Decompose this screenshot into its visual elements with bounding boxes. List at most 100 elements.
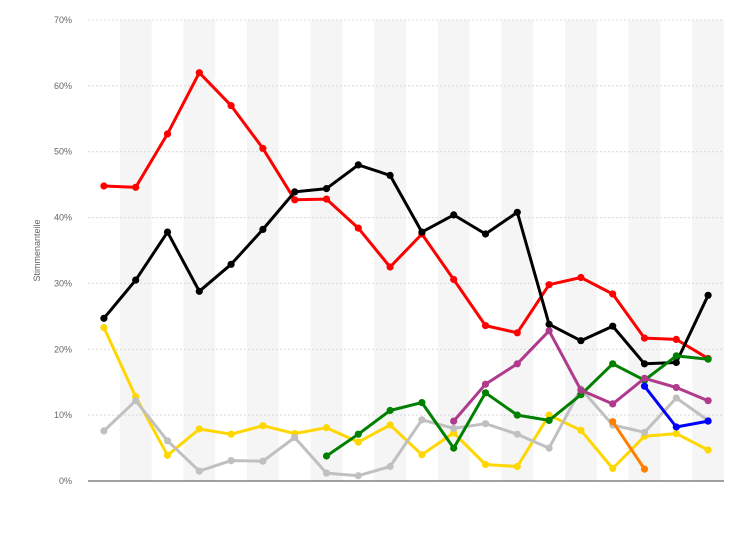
data-point[interactable] [259, 422, 267, 430]
data-point[interactable] [227, 457, 235, 465]
data-point[interactable] [386, 406, 394, 415]
data-point[interactable] [672, 430, 680, 438]
data-point[interactable] [195, 467, 203, 475]
data-point[interactable] [386, 171, 394, 179]
data-point[interactable] [513, 430, 521, 438]
data-point[interactable] [291, 433, 299, 442]
data-point[interactable] [609, 400, 617, 408]
data-point[interactable] [704, 446, 712, 454]
data-point[interactable] [100, 314, 108, 322]
data-point[interactable] [100, 427, 108, 435]
data-point[interactable] [609, 322, 617, 330]
data-point[interactable] [577, 337, 585, 345]
data-point[interactable] [640, 334, 649, 342]
data-point[interactable] [481, 389, 490, 397]
data-point[interactable] [322, 452, 331, 460]
y-tick-label: 50% [54, 147, 72, 157]
data-point[interactable] [418, 416, 426, 424]
data-point[interactable] [672, 423, 680, 431]
data-point[interactable] [545, 327, 553, 335]
series [450, 327, 712, 425]
data-point[interactable] [322, 185, 331, 193]
data-point[interactable] [545, 320, 553, 328]
column-band [374, 20, 406, 481]
data-point[interactable] [163, 451, 172, 459]
data-point[interactable] [704, 417, 712, 425]
data-point[interactable] [418, 451, 426, 459]
data-point[interactable] [227, 430, 235, 438]
data-point[interactable] [450, 424, 458, 432]
data-point[interactable] [545, 416, 553, 424]
data-point[interactable] [227, 260, 235, 268]
data-point[interactable] [450, 417, 458, 425]
data-point[interactable] [132, 276, 140, 284]
data-point[interactable] [354, 472, 362, 480]
data-point[interactable] [513, 411, 521, 419]
column-band [628, 20, 661, 481]
data-point[interactable] [195, 287, 203, 295]
data-point[interactable] [163, 437, 172, 445]
data-point[interactable] [322, 469, 331, 477]
data-point[interactable] [195, 69, 203, 77]
data-point[interactable] [545, 411, 553, 419]
data-point[interactable] [577, 273, 585, 282]
data-point[interactable] [163, 130, 172, 138]
data-point[interactable] [481, 230, 490, 238]
data-point[interactable] [354, 161, 362, 169]
data-point[interactable] [386, 421, 394, 429]
data-point[interactable] [386, 263, 394, 271]
data-point[interactable] [354, 430, 362, 438]
data-point[interactable] [609, 418, 617, 426]
data-point[interactable] [704, 397, 712, 405]
data-point[interactable] [609, 290, 617, 298]
data-point[interactable] [577, 386, 585, 394]
data-point[interactable] [322, 195, 331, 203]
data-point[interactable] [672, 335, 680, 343]
data-point[interactable] [450, 275, 458, 284]
data-point[interactable] [481, 460, 490, 469]
data-point[interactable] [354, 224, 362, 232]
data-point[interactable] [609, 464, 617, 473]
data-point[interactable] [672, 352, 680, 360]
data-point[interactable] [513, 208, 521, 216]
data-point[interactable] [545, 444, 553, 452]
data-point[interactable] [672, 394, 680, 402]
data-point[interactable] [450, 211, 458, 219]
data-point[interactable] [513, 462, 521, 471]
data-point[interactable] [640, 382, 649, 390]
data-point[interactable] [545, 281, 553, 289]
data-point[interactable] [291, 188, 299, 196]
data-point[interactable] [132, 397, 140, 405]
data-point[interactable] [195, 425, 203, 433]
data-point[interactable] [640, 374, 649, 382]
data-point[interactable] [100, 324, 108, 332]
data-point[interactable] [132, 183, 140, 191]
data-point[interactable] [259, 457, 267, 465]
data-point[interactable] [322, 424, 331, 432]
data-point[interactable] [704, 291, 712, 299]
data-point[interactable] [640, 360, 649, 368]
data-point[interactable] [609, 360, 617, 368]
data-point[interactable] [577, 426, 585, 434]
data-point[interactable] [481, 420, 490, 428]
data-point[interactable] [672, 383, 680, 392]
data-point[interactable] [259, 225, 267, 233]
data-point[interactable] [100, 182, 108, 190]
data-point[interactable] [704, 355, 712, 363]
data-point[interactable] [640, 465, 649, 473]
data-point[interactable] [354, 438, 362, 446]
data-point[interactable] [163, 228, 172, 236]
data-point[interactable] [291, 196, 299, 204]
data-point[interactable] [418, 399, 426, 407]
data-point[interactable] [513, 329, 521, 337]
data-point[interactable] [450, 444, 458, 452]
data-point[interactable] [481, 380, 490, 388]
data-point[interactable] [259, 144, 267, 152]
data-point[interactable] [640, 428, 649, 436]
data-point[interactable] [227, 102, 235, 110]
data-point[interactable] [481, 322, 490, 330]
data-point[interactable] [513, 360, 521, 368]
data-point[interactable] [418, 228, 426, 236]
data-point[interactable] [386, 462, 394, 471]
data-point[interactable] [672, 358, 680, 367]
